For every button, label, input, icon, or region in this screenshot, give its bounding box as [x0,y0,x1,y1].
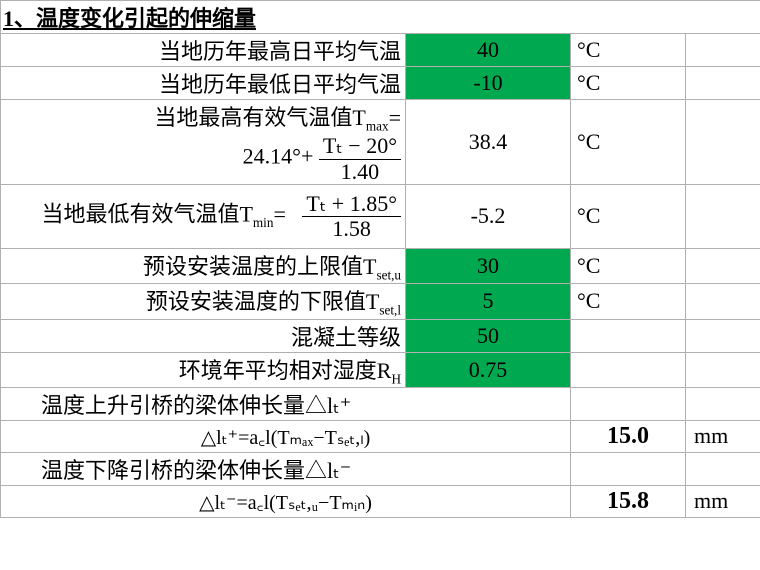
formula: 24.14°+ Tₜ − 20° 1.40 [237,134,401,183]
unit-cell: mm [686,420,760,452]
blank [571,452,686,485]
eq: = [389,105,401,130]
blank [686,452,760,485]
row-tmax-formula: 当地最高有效气温值Tmax= 24.14°+ Tₜ − 20° 1.40 38.… [1,100,760,185]
blank [686,284,760,319]
unit-cell: °C [571,100,686,185]
formula-cell: △lₜ⁺=a꜀l(Tₘₐₓ−Tₛₑₜ,ₗ) [1,420,571,452]
section-heading: 1、温度变化引起的伸缩量 [1,1,760,34]
frac-bot: 1.58 [302,217,401,241]
result-cell: 15.0 [571,420,686,452]
label-text: 当地最低有效气温值T [41,201,252,226]
blank [686,67,760,100]
unit-cell: °C [571,67,686,100]
value-cell: 50 [406,319,571,352]
unit-cell: °C [571,184,686,248]
eq: = [273,201,285,226]
label: 预设安装温度的下限值Tset,l [1,284,406,319]
blank [686,319,760,352]
formula-cell: △lₜ⁻=a꜀l(Tₛₑₜ,ᵤ−Tₘᵢₙ) [1,485,571,517]
description: 温度上升引桥的梁体伸长量△lₜ⁺ [1,387,571,420]
unit-cell: °C [571,284,686,319]
label-sub: H [391,371,401,386]
label: 当地历年最高日平均气温 [1,34,406,67]
row-concrete-grade: 混凝土等级 50 [1,319,760,352]
blank [686,352,760,387]
frac-bot: 1.40 [319,160,401,184]
blank [686,248,760,283]
value-cell: 40 [406,34,571,67]
unit-cell: °C [571,34,686,67]
blank [571,387,686,420]
unit-cell [571,319,686,352]
label-text: 环境年平均相对湿度R [179,358,392,383]
blank [686,34,760,67]
label-text: 预设安装温度的下限值T [146,289,379,314]
fraction: Tₜ + 1.85° 1.58 [302,192,401,241]
value-cell: -10 [406,67,571,100]
unit-cell [571,352,686,387]
label-text: 当地最高有效气温值T [154,105,365,130]
label-sub: max [366,118,389,133]
label-sub: set,u [376,267,401,282]
label-text: 预设安装温度的上限值T [143,254,376,279]
value-cell: 38.4 [406,100,571,185]
frac-top: Tₜ + 1.85° [302,192,401,217]
value-cell: -5.2 [406,184,571,248]
value-cell: 30 [406,248,571,283]
value-cell: 0.75 [406,352,571,387]
label-sub: min [253,215,274,230]
description: 温度下降引桥的梁体伸长量△lₜ⁻ [1,452,571,485]
label: 当地最高有效气温值Tmax= 24.14°+ Tₜ − 20° 1.40 [1,100,406,185]
blank [686,184,760,248]
fraction: Tₜ − 20° 1.40 [319,134,401,183]
result-cell: 15.8 [571,485,686,517]
section-heading-row: 1、温度变化引起的伸缩量 [1,1,760,34]
label: 环境年平均相对湿度RH [1,352,406,387]
row-tset-lower: 预设安装温度的下限值Tset,l 5 °C [1,284,760,319]
unit-cell: °C [571,248,686,283]
label: 预设安装温度的上限值Tset,u [1,248,406,283]
label: 当地历年最低日平均气温 [1,67,406,100]
label: 混凝土等级 [1,319,406,352]
row-tset-upper: 预设安装温度的上限值Tset,u 30 °C [1,248,760,283]
row-max-daily-avg: 当地历年最高日平均气温 40 °C [1,34,760,67]
blank [686,100,760,185]
temperature-expansion-table: 1、温度变化引起的伸缩量 当地历年最高日平均气温 40 °C 当地历年最低日平均… [0,0,760,518]
row-min-daily-avg: 当地历年最低日平均气温 -10 °C [1,67,760,100]
row-temp-rise-text: 温度上升引桥的梁体伸长量△lₜ⁺ [1,387,760,420]
blank [686,387,760,420]
label: 当地最低有效气温值Tmin= Tₜ + 1.85° 1.58 [1,184,406,248]
formula: Tₜ + 1.85° 1.58 [291,192,401,241]
row-tmin-formula: 当地最低有效气温值Tmin= Tₜ + 1.85° 1.58 -5.2 °C [1,184,760,248]
row-temp-fall-formula: △lₜ⁻=a꜀l(Tₛₑₜ,ᵤ−Tₘᵢₙ) 15.8 mm [1,485,760,517]
row-temp-rise-formula: △lₜ⁺=a꜀l(Tₘₐₓ−Tₛₑₜ,ₗ) 15.0 mm [1,420,760,452]
row-rel-humidity: 环境年平均相对湿度RH 0.75 [1,352,760,387]
row-temp-fall-text: 温度下降引桥的梁体伸长量△lₜ⁻ [1,452,760,485]
value-cell: 5 [406,284,571,319]
frac-top: Tₜ − 20° [319,134,401,159]
unit-cell: mm [686,485,760,517]
formula-lead: 24.14°+ [243,144,314,169]
label-sub: set,l [379,303,401,318]
